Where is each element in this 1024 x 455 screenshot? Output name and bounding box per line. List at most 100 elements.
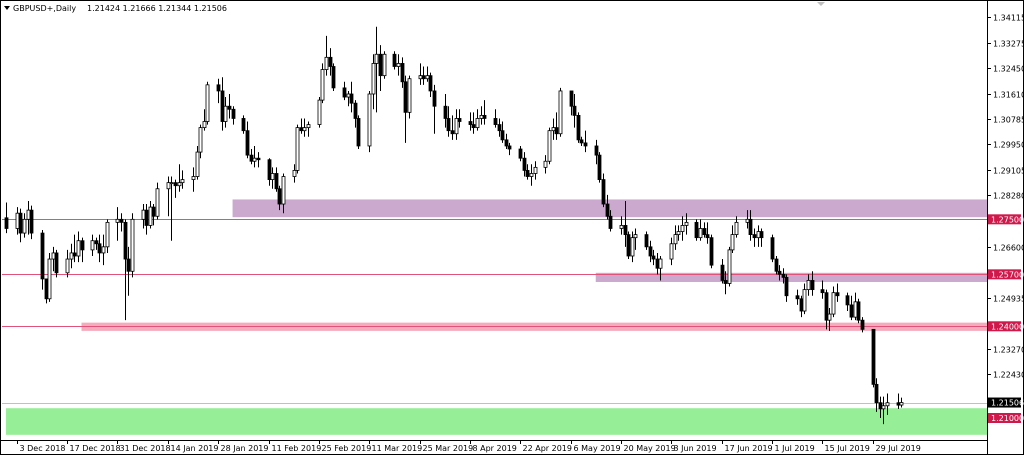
candle [342, 81, 347, 101]
candle-body-up [317, 99, 322, 125]
candle-body-down [249, 154, 254, 162]
candle [698, 219, 703, 241]
candle [694, 219, 699, 241]
candle-body-down [723, 280, 728, 284]
candle [497, 118, 502, 137]
candle [655, 252, 660, 275]
price-tick-label: 1.29105 [993, 167, 1024, 176]
candle [871, 328, 876, 388]
candle-body-down [605, 203, 610, 217]
candle-body-up [551, 127, 556, 132]
chart-header: GBPUSD+,Daily 1.21424 1.21666 1.21344 1.… [4, 4, 227, 13]
price-tick-label: 1.28280 [993, 192, 1024, 201]
candle [400, 57, 405, 88]
candle-body-down [123, 221, 128, 260]
candle-body-up [831, 292, 836, 315]
time-tick-label: 17 Jun 2019 [725, 444, 773, 453]
candle-body-down [353, 102, 358, 119]
candle-body-down [525, 170, 530, 177]
candle-body-up [195, 151, 200, 177]
candle [378, 45, 383, 91]
time-tick-label: 11 Feb 2019 [272, 444, 322, 453]
candle [673, 225, 678, 250]
candle-body-up [202, 121, 207, 129]
candle [626, 231, 631, 260]
candle-body-up [105, 221, 110, 248]
candle [80, 237, 85, 263]
candle-body-up [684, 221, 689, 226]
candle [29, 205, 34, 240]
candle [367, 90, 372, 153]
candle-body-up [633, 234, 638, 239]
candle [558, 87, 563, 137]
price-level-tag-bg [988, 269, 1021, 280]
price-level-tag-text: 1.24000 [991, 322, 1024, 331]
candle-body-down [845, 295, 850, 306]
candle-body-down [497, 124, 502, 132]
candles-layer [4, 26, 904, 425]
candle-body-down [97, 243, 102, 254]
candle [306, 121, 311, 137]
candle [597, 152, 602, 183]
candle-body-up [418, 75, 423, 80]
candle-body-up [320, 69, 325, 101]
candle-body-down [572, 105, 577, 116]
candle-body-down [518, 148, 523, 159]
candle [874, 378, 879, 412]
candle [702, 222, 707, 238]
candle-body-up [673, 234, 678, 245]
candle [130, 213, 135, 278]
candle-body-up [371, 63, 376, 95]
candle [69, 243, 74, 269]
price-tick-label: 1.29950 [993, 141, 1024, 150]
candle-body-up [155, 188, 160, 217]
current-price-tag: 1.21506 [988, 397, 1024, 408]
candle-body-up [198, 127, 203, 153]
candle [806, 274, 811, 296]
candle-body-down [231, 108, 236, 119]
candle [543, 155, 548, 174]
candle [759, 228, 764, 247]
candle-body-up [853, 301, 858, 318]
current-price-tag-bg [988, 397, 1021, 408]
candle [849, 295, 854, 321]
candle [216, 78, 221, 104]
candle-body-down [443, 105, 448, 119]
candle-body-down [774, 258, 779, 272]
candle [827, 307, 832, 331]
candle [820, 280, 825, 299]
candle [756, 225, 761, 247]
candle-body-up [756, 231, 761, 239]
candle-body-up [407, 78, 412, 113]
price-level-tag-bg [988, 214, 1021, 225]
candle [500, 121, 505, 143]
candle-body-down [119, 218, 124, 223]
candle-body-up [630, 237, 635, 257]
candle [328, 48, 333, 76]
candle [784, 274, 789, 302]
candle [26, 200, 31, 235]
candle [18, 208, 23, 243]
candle [119, 213, 124, 232]
candle-body-down [241, 118, 246, 132]
candle-body-down [274, 173, 279, 190]
candle-body-down [245, 130, 250, 156]
candle [349, 81, 354, 113]
candle-body-down [378, 53, 383, 77]
candle [605, 194, 610, 220]
scroll-marker-icon[interactable] [817, 2, 825, 6]
candle [594, 139, 599, 165]
candle-body-down [824, 292, 829, 321]
time-tick-label: 1 Jul 2019 [775, 444, 815, 453]
dropdown-triangle-icon[interactable] [4, 6, 10, 10]
candle [220, 77, 225, 131]
candle [425, 66, 430, 82]
candle [94, 237, 99, 250]
candle [579, 136, 584, 146]
candle-body-down [507, 145, 512, 150]
price-tick-label: 1.30785 [993, 116, 1024, 125]
resistance-zone-2 [595, 272, 987, 282]
time-tick-label: 29 Jul 2019 [876, 444, 921, 453]
candle [443, 94, 448, 128]
candle [392, 51, 397, 70]
